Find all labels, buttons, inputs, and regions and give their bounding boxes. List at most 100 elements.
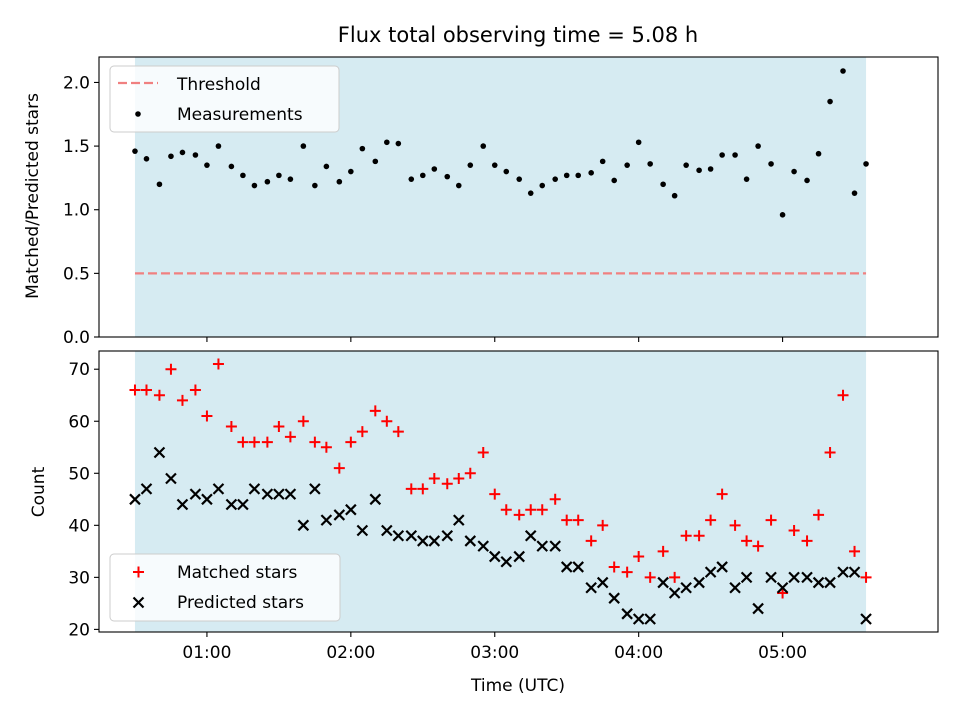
y-tick-label: 2.0 bbox=[63, 73, 90, 93]
data-point bbox=[705, 514, 717, 526]
data-point bbox=[632, 613, 645, 625]
data-point bbox=[812, 576, 825, 589]
data-point bbox=[524, 529, 537, 542]
data-point bbox=[575, 172, 582, 179]
data-point bbox=[480, 143, 487, 149]
data-point bbox=[657, 545, 669, 557]
data-point bbox=[693, 530, 705, 542]
data-point bbox=[572, 561, 585, 573]
data-point bbox=[417, 483, 429, 495]
data-point bbox=[228, 163, 235, 170]
data-point bbox=[624, 162, 630, 168]
data-point bbox=[132, 148, 138, 154]
data-point bbox=[860, 571, 872, 583]
data-point bbox=[837, 389, 849, 401]
data-point bbox=[693, 576, 705, 589]
data-point bbox=[707, 166, 714, 172]
legend-box bbox=[109, 65, 340, 133]
data-point bbox=[732, 152, 738, 158]
data-point bbox=[348, 168, 354, 175]
data-point bbox=[527, 190, 534, 196]
data-point bbox=[384, 139, 390, 146]
data-point bbox=[849, 545, 861, 557]
chart-title: Flux total observing time = 5.08 h bbox=[338, 23, 698, 47]
data-point bbox=[392, 529, 405, 542]
data-point bbox=[863, 161, 869, 167]
data-point bbox=[248, 436, 260, 448]
data-point bbox=[201, 410, 213, 422]
data-point bbox=[788, 525, 800, 537]
legend-predicted-label: Predicted stars bbox=[177, 593, 304, 613]
data-point bbox=[323, 163, 330, 170]
y-tick-label: 60 bbox=[68, 412, 90, 432]
x-tick-label: 05:00 bbox=[758, 643, 807, 663]
data-point bbox=[381, 524, 393, 537]
data-point bbox=[431, 166, 438, 172]
data-point bbox=[320, 441, 332, 453]
data-point bbox=[333, 462, 345, 474]
legend-measurements-swatch bbox=[135, 111, 141, 117]
axes-frame bbox=[98, 350, 939, 633]
data-point bbox=[156, 181, 163, 188]
data-point bbox=[525, 504, 537, 516]
data-point bbox=[563, 172, 570, 179]
data-point bbox=[129, 384, 141, 396]
data-point bbox=[791, 168, 797, 175]
data-point bbox=[215, 143, 222, 149]
y-tick-label: 0.0 bbox=[63, 328, 90, 348]
data-point bbox=[477, 446, 489, 458]
axes-frame bbox=[98, 56, 939, 338]
count-panel: 20 30 40 50 60 70 01:00 02:00 03:00 04:00 05:00 Mat… bbox=[68, 350, 939, 663]
data-point bbox=[240, 172, 246, 179]
data-point bbox=[719, 152, 725, 158]
data-point bbox=[549, 540, 561, 552]
data-point bbox=[140, 483, 153, 495]
series-matched-stars bbox=[129, 358, 872, 599]
data-point bbox=[597, 519, 609, 531]
data-point bbox=[671, 192, 678, 199]
y-tick-label: 50 bbox=[68, 464, 90, 484]
data-point bbox=[300, 143, 307, 149]
data-point bbox=[741, 535, 753, 547]
data-point bbox=[824, 446, 836, 458]
y-tick-label: 70 bbox=[68, 360, 90, 380]
data-point bbox=[596, 576, 609, 589]
data-point bbox=[345, 503, 357, 516]
data-point bbox=[644, 571, 656, 583]
data-point bbox=[237, 436, 249, 448]
data-point bbox=[381, 415, 393, 427]
data-point bbox=[176, 498, 189, 511]
data-point bbox=[549, 493, 561, 505]
y-axis-label-ratio: Matched/Predicted stars bbox=[23, 93, 43, 299]
data-point bbox=[140, 384, 152, 396]
data-point bbox=[428, 535, 441, 547]
data-point bbox=[765, 514, 777, 526]
data-point bbox=[815, 150, 822, 157]
data-point bbox=[837, 566, 849, 578]
data-point bbox=[680, 581, 692, 594]
data-point bbox=[333, 509, 346, 521]
data-point bbox=[729, 581, 741, 594]
y-axis-label-count: Count bbox=[29, 466, 49, 517]
ratio-panel: 0.0 0.5 1.0 1.5 2.0 Threshold Measurements bbox=[63, 56, 939, 348]
data-point bbox=[635, 139, 642, 146]
data-point bbox=[608, 592, 620, 604]
data-point bbox=[452, 514, 465, 526]
data-point bbox=[788, 571, 800, 584]
data-point bbox=[560, 561, 573, 573]
data-point bbox=[467, 162, 474, 168]
data-point bbox=[848, 566, 861, 578]
data-point bbox=[428, 472, 440, 484]
data-point bbox=[297, 519, 310, 532]
data-point bbox=[189, 488, 202, 500]
data-point bbox=[488, 550, 501, 563]
data-point bbox=[284, 488, 297, 500]
y-tick-label: 30 bbox=[68, 568, 90, 588]
data-point bbox=[585, 581, 597, 594]
data-point bbox=[455, 182, 462, 189]
data-point bbox=[608, 561, 620, 573]
data-point bbox=[309, 483, 321, 495]
data-point bbox=[312, 182, 318, 189]
data-point bbox=[417, 535, 429, 547]
data-point bbox=[153, 446, 166, 459]
